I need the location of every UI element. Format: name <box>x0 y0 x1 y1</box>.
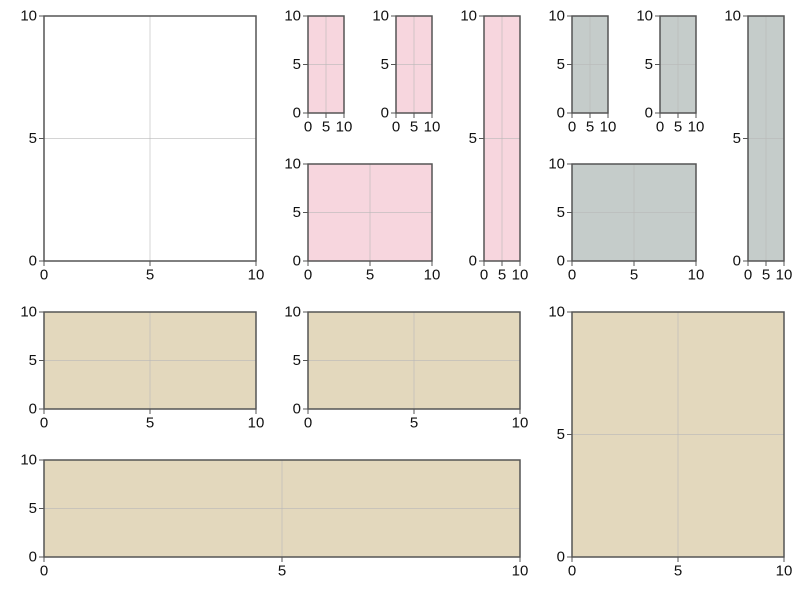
x-tick-label: 0 <box>392 118 400 135</box>
x-tick-label: 10 <box>336 118 353 135</box>
axes-panel-1: 0 5 10 0 5 10 <box>20 8 264 284</box>
y-tick-label: 10 <box>548 156 565 173</box>
x-tick-label: 5 <box>410 414 418 431</box>
x-tick-label: 5 <box>410 118 418 135</box>
y-tick-label: 5 <box>645 56 653 73</box>
x-tick-label: 10 <box>424 266 441 283</box>
x-tick-label: 0 <box>40 414 48 431</box>
x-tick-label: 5 <box>322 118 330 135</box>
x-tick-label: 10 <box>248 266 265 283</box>
y-tick-label: 10 <box>460 8 477 25</box>
x-tick-label: 5 <box>674 562 682 579</box>
y-tick-label: 5 <box>557 56 565 73</box>
y-tick-label: 0 <box>29 253 37 270</box>
y-tick-label: 0 <box>29 549 37 566</box>
x-tick-label: 5 <box>146 414 154 431</box>
y-tick-label: 5 <box>469 130 477 147</box>
axes-panel-13: 0 5 10 0 5 10 <box>548 304 792 580</box>
x-tick-label: 0 <box>304 118 312 135</box>
y-tick-label: 0 <box>29 401 37 418</box>
x-tick-label: 0 <box>40 266 48 283</box>
y-tick-label: 0 <box>293 105 301 122</box>
x-tick-label: 0 <box>304 414 312 431</box>
x-tick-label: 10 <box>688 118 705 135</box>
y-tick-label: 10 <box>372 8 389 25</box>
y-tick-label: 10 <box>20 452 37 469</box>
x-tick-label: 0 <box>480 266 488 283</box>
y-tick-label: 0 <box>469 253 477 270</box>
x-tick-label: 0 <box>568 118 576 135</box>
x-tick-label: 0 <box>304 266 312 283</box>
x-tick-label: 0 <box>568 266 576 283</box>
y-tick-label: 5 <box>733 130 741 147</box>
y-tick-label: 0 <box>557 549 565 566</box>
x-tick-label: 0 <box>744 266 752 283</box>
y-tick-label: 5 <box>381 56 389 73</box>
axes-panel-8: 0 5 10 0 5 10 <box>548 156 704 284</box>
x-tick-label: 10 <box>512 562 529 579</box>
x-tick-label: 5 <box>498 266 506 283</box>
x-tick-label: 0 <box>656 118 664 135</box>
y-tick-label: 10 <box>548 8 565 25</box>
y-tick-label: 0 <box>557 253 565 270</box>
x-tick-label: 5 <box>762 266 770 283</box>
y-tick-label: 10 <box>20 304 37 321</box>
y-tick-label: 10 <box>284 8 301 25</box>
x-tick-label: 5 <box>146 266 154 283</box>
x-tick-label: 5 <box>630 266 638 283</box>
y-tick-label: 5 <box>29 352 37 369</box>
y-tick-label: 5 <box>29 130 37 147</box>
axes-panel-10: 0 5 10 0 5 10 <box>20 304 264 432</box>
y-tick-label: 0 <box>557 105 565 122</box>
y-tick-label: 10 <box>20 8 37 25</box>
y-tick-label: 10 <box>724 8 741 25</box>
y-tick-label: 0 <box>645 105 653 122</box>
x-tick-label: 10 <box>424 118 441 135</box>
y-tick-label: 0 <box>733 253 741 270</box>
y-tick-label: 0 <box>293 401 301 418</box>
y-tick-label: 5 <box>293 56 301 73</box>
y-tick-label: 5 <box>293 352 301 369</box>
x-tick-label: 5 <box>586 118 594 135</box>
x-tick-label: 5 <box>278 562 286 579</box>
x-tick-label: 5 <box>674 118 682 135</box>
x-tick-label: 10 <box>688 266 705 283</box>
y-tick-label: 0 <box>381 105 389 122</box>
x-tick-label: 0 <box>568 562 576 579</box>
x-tick-label: 10 <box>512 414 529 431</box>
y-tick-label: 10 <box>284 156 301 173</box>
axes-panel-12: 0 5 10 0 5 10 <box>20 452 528 580</box>
x-tick-label: 10 <box>512 266 529 283</box>
x-tick-label: 10 <box>776 562 793 579</box>
y-tick-label: 0 <box>293 253 301 270</box>
axes-panel-11: 0 5 10 0 5 10 <box>284 304 528 432</box>
axes-panel-4: 0 5 10 0 5 10 <box>284 156 440 284</box>
x-tick-label: 10 <box>776 266 793 283</box>
y-tick-label: 10 <box>548 304 565 321</box>
y-tick-label: 10 <box>284 304 301 321</box>
x-tick-label: 10 <box>600 118 617 135</box>
y-tick-label: 5 <box>557 426 565 443</box>
y-tick-label: 5 <box>293 204 301 221</box>
x-tick-label: 0 <box>40 562 48 579</box>
x-tick-label: 10 <box>248 414 265 431</box>
y-tick-label: 5 <box>29 500 37 517</box>
y-tick-label: 5 <box>557 204 565 221</box>
x-tick-label: 5 <box>366 266 374 283</box>
y-tick-label: 10 <box>636 8 653 25</box>
